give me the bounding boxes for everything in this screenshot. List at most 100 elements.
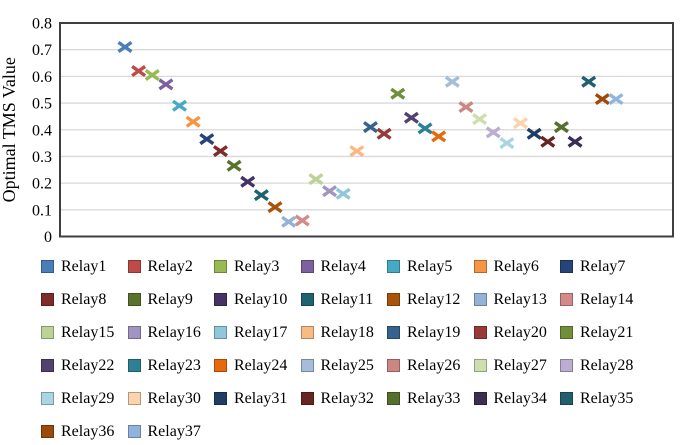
legend-color-swatch-relay36: [41, 425, 54, 438]
y-axis-tick-label: 0.5: [32, 96, 52, 113]
legend-color-swatch-relay21: [560, 326, 573, 339]
legend-color-swatch-relay10: [214, 293, 227, 306]
legend-label: Relay36: [61, 422, 115, 440]
data-point-marker-relay26: [458, 101, 474, 114]
legend-label: Relay22: [61, 356, 115, 374]
y-axis-tick-label: 0.4: [32, 122, 52, 139]
data-point-marker-relay35: [581, 75, 597, 88]
legend-item-relay6: Relay6: [473, 257, 561, 275]
y-axis-tick-label: 0.2: [32, 176, 52, 193]
legend-color-swatch-relay12: [387, 293, 400, 306]
legend-label: Relay2: [147, 257, 193, 275]
data-point-marker-relay18: [349, 145, 365, 158]
legend-item-relay37: Relay37: [127, 422, 215, 440]
legend-color-swatch-relay13: [473, 293, 487, 306]
legend-label: Relay7: [580, 257, 626, 275]
data-point-marker-relay23: [417, 122, 433, 135]
legend-color-swatch-relay25: [300, 359, 314, 372]
legend-color-swatch-relay6: [473, 260, 487, 273]
legend-label: Relay6: [493, 257, 539, 275]
data-point-marker-relay21: [390, 87, 406, 100]
data-point-marker-relay7: [199, 133, 215, 146]
data-point-marker-relay15: [308, 173, 324, 186]
legend-color-swatch-relay26: [387, 359, 400, 372]
legend-color-swatch-relay31: [214, 392, 227, 405]
legend-label: Relay34: [493, 389, 547, 407]
legend-item-relay2: Relay2: [127, 257, 215, 275]
legend-item-relay7: Relay7: [560, 257, 647, 275]
legend-color-swatch-relay19: [387, 326, 400, 339]
legend-color-swatch-relay3: [214, 260, 227, 273]
data-point-marker-relay3: [144, 69, 160, 82]
legend-item-relay17: Relay17: [214, 323, 301, 341]
legend-label: Relay20: [493, 323, 547, 341]
data-point-marker-relay16: [322, 185, 338, 198]
data-point-marker-relay17: [335, 187, 351, 200]
legend-item-relay20: Relay20: [473, 323, 561, 341]
legend-label: Relay10: [234, 290, 288, 308]
legend-label: Relay28: [580, 356, 634, 374]
legend-color-swatch-relay33: [387, 392, 400, 405]
legend-label: Relay32: [320, 389, 374, 407]
legend-label: Relay31: [234, 389, 288, 407]
data-point-marker-relay31: [526, 127, 542, 140]
data-point-marker-relay25: [444, 75, 460, 88]
legend-color-swatch-relay14: [560, 293, 573, 306]
legend-item-relay10: Relay10: [214, 290, 301, 308]
legend-color-swatch-relay29: [41, 392, 54, 405]
legend-item-relay16: Relay16: [127, 324, 215, 341]
chart-legend: Relay1 Relay2 Relay3 Relay4 Relay5 Relay…: [41, 250, 647, 445]
data-point-marker-relay5: [172, 99, 188, 112]
y-axis-tick-label: 0.1: [32, 202, 52, 219]
legend-label: Relay21: [580, 323, 634, 341]
legend-label: Relay9: [147, 290, 193, 308]
legend-label: Relay23: [147, 356, 201, 374]
legend-label: Relay1: [61, 257, 107, 275]
data-point-marker-relay19: [363, 121, 378, 134]
data-point-marker-relay28: [485, 126, 501, 139]
legend-label: Relay17: [234, 323, 288, 341]
legend-color-swatch-relay32: [300, 392, 314, 405]
legend-item-relay22: Relay22: [41, 356, 128, 374]
legend-color-swatch-relay35: [560, 392, 573, 405]
legend-label: Relay5: [407, 257, 453, 275]
legend-color-swatch-relay34: [473, 392, 487, 405]
legend-label: Relay25: [320, 356, 374, 374]
y-axis-tick-label: 0: [44, 229, 52, 246]
legend-color-swatch-relay18: [300, 326, 314, 339]
legend-label: Relay27: [493, 356, 547, 374]
legend-item-relay14: Relay14: [560, 291, 647, 308]
legend-item-relay28: Relay28: [560, 356, 647, 374]
y-axis-title: Optimal TMS Value: [0, 57, 19, 202]
data-point-marker-relay27: [472, 113, 488, 126]
legend-item-relay30: Relay30: [127, 390, 215, 407]
y-axis-tick-label: 0.6: [32, 69, 52, 86]
data-point-marker-relay6: [185, 115, 201, 128]
legend-label: Relay11: [320, 290, 374, 308]
legend-color-swatch-relay27: [473, 359, 487, 372]
legend-item-relay18: Relay18: [300, 323, 388, 341]
y-axis-tick-label: 0.3: [32, 149, 52, 166]
legend-label: Relay18: [320, 323, 374, 341]
legend-item-relay19: Relay19: [387, 324, 474, 341]
legend-label: Relay35: [580, 389, 634, 407]
data-point-marker-relay29: [499, 137, 515, 150]
data-point-marker-relay22: [403, 111, 419, 124]
legend-color-swatch-relay24: [214, 359, 227, 372]
legend-item-relay34: Relay34: [473, 389, 561, 407]
legend-color-swatch-relay22: [41, 359, 54, 372]
legend-item-relay15: Relay15: [41, 324, 128, 341]
legend-color-swatch-relay15: [41, 326, 54, 339]
legend-color-swatch-relay4: [300, 260, 314, 273]
legend-label: Relay26: [407, 356, 461, 374]
legend-item-relay35: Relay35: [560, 389, 647, 407]
data-point-marker-relay4: [158, 78, 174, 91]
data-point-marker-relay14: [294, 214, 310, 227]
data-point-marker-relay1: [117, 41, 133, 54]
legend-label: Relay37: [147, 422, 201, 440]
legend-item-relay5: Relay5: [387, 257, 474, 275]
legend-item-relay4: Relay4: [300, 258, 388, 275]
plot-border: [59, 22, 674, 238]
data-point-marker-relay33: [553, 121, 569, 134]
